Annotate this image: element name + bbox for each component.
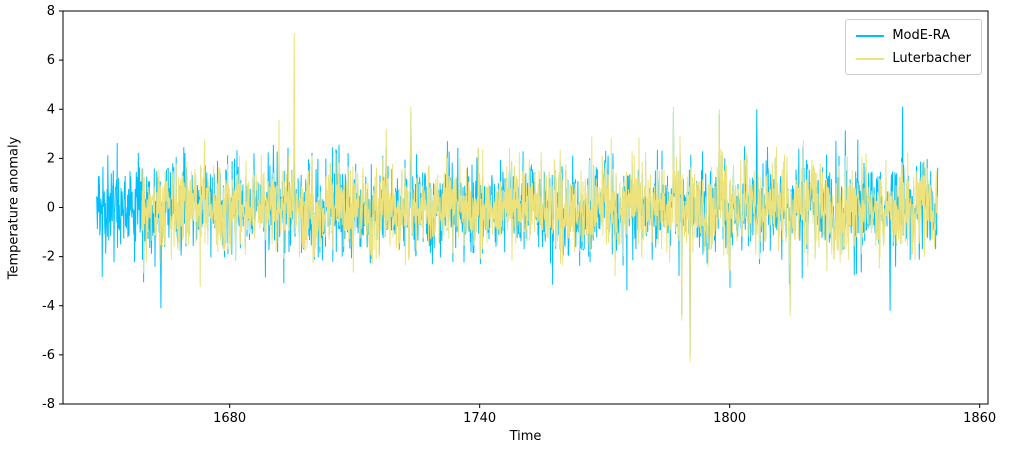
- y-tick-label: 6: [47, 53, 55, 68]
- legend-item-mode-ra: ModE-RA: [856, 28, 971, 43]
- y-tick-label: -4: [42, 299, 55, 314]
- y-tick-label: 2: [47, 151, 55, 166]
- legend-item-luterbacher: Luterbacher: [856, 51, 971, 66]
- x-tick-label: 1860: [963, 411, 996, 426]
- series-line-luterbacher: [141, 33, 939, 363]
- x-tick-label: 1740: [463, 411, 496, 426]
- legend: ModE-RA Luterbacher: [845, 19, 982, 75]
- x-tick-label: 1680: [213, 411, 246, 426]
- x-axis-label: Time: [509, 429, 542, 444]
- y-tick-label: 4: [47, 102, 55, 117]
- y-axis-label: Temperature anomaly: [6, 136, 22, 280]
- mode-ra-line-swatch: [856, 34, 885, 37]
- y-tick-label: -6: [42, 348, 55, 363]
- legend-label-luterbacher: Luterbacher: [892, 51, 971, 66]
- y-tick-label: 8: [47, 4, 55, 19]
- y-tick-label: -8: [42, 397, 55, 412]
- x-tick-label: 1800: [713, 411, 746, 426]
- y-tick-label: -2: [42, 250, 55, 265]
- legend-label-mode-ra: ModE-RA: [892, 28, 951, 43]
- luterbacher-line-swatch: [856, 57, 885, 60]
- y-tick-label: 0: [47, 201, 55, 216]
